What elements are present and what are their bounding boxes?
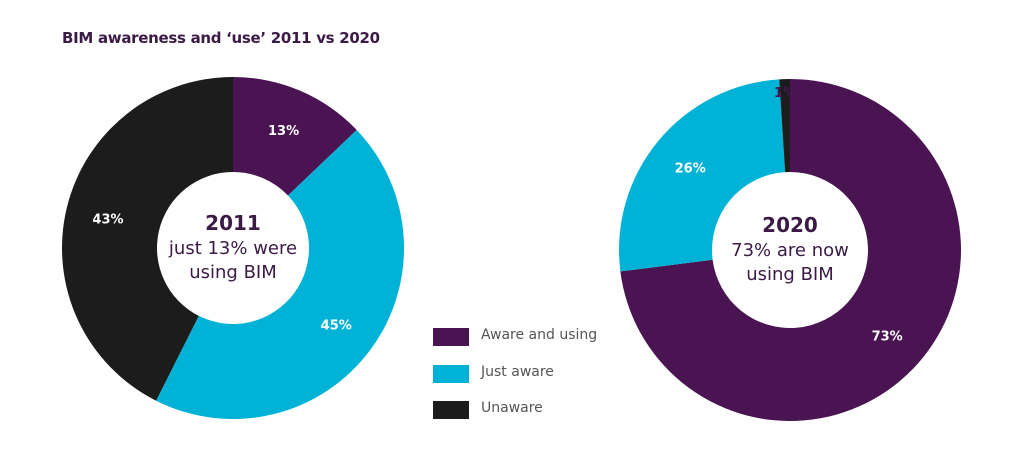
center-text: 73% are now xyxy=(731,240,849,261)
legend-label: Just aware xyxy=(481,364,554,380)
data-label: 1% xyxy=(774,86,796,101)
center-text: using BIM xyxy=(746,264,834,285)
data-label: 26% xyxy=(675,161,706,176)
donut-slice-unaware xyxy=(779,79,790,173)
donut-slice-aware-and-using xyxy=(233,77,357,196)
data-label: 13% xyxy=(268,124,299,139)
center-year: 2011 xyxy=(205,211,261,235)
donut-slice-just-aware xyxy=(156,129,404,419)
center-year: 2020 xyxy=(762,213,818,237)
legend-swatch xyxy=(433,401,469,419)
center-text: using BIM xyxy=(189,262,277,283)
data-label: 43% xyxy=(92,212,123,227)
donut-slice-just-aware xyxy=(619,79,786,272)
center-text: just 13% were xyxy=(168,238,297,259)
data-label: 73% xyxy=(872,330,903,345)
legend-swatch xyxy=(433,328,469,346)
legend-label: Unaware xyxy=(481,400,543,416)
donut-slice-aware-and-using xyxy=(620,79,961,421)
data-label: 45% xyxy=(321,318,352,333)
legend-swatch xyxy=(433,365,469,383)
donut-slice-unaware xyxy=(62,76,234,401)
chart-title: BIM awareness and ‘use’ 2011 vs 2020 xyxy=(62,29,380,47)
legend-label: Aware and using xyxy=(481,327,598,343)
